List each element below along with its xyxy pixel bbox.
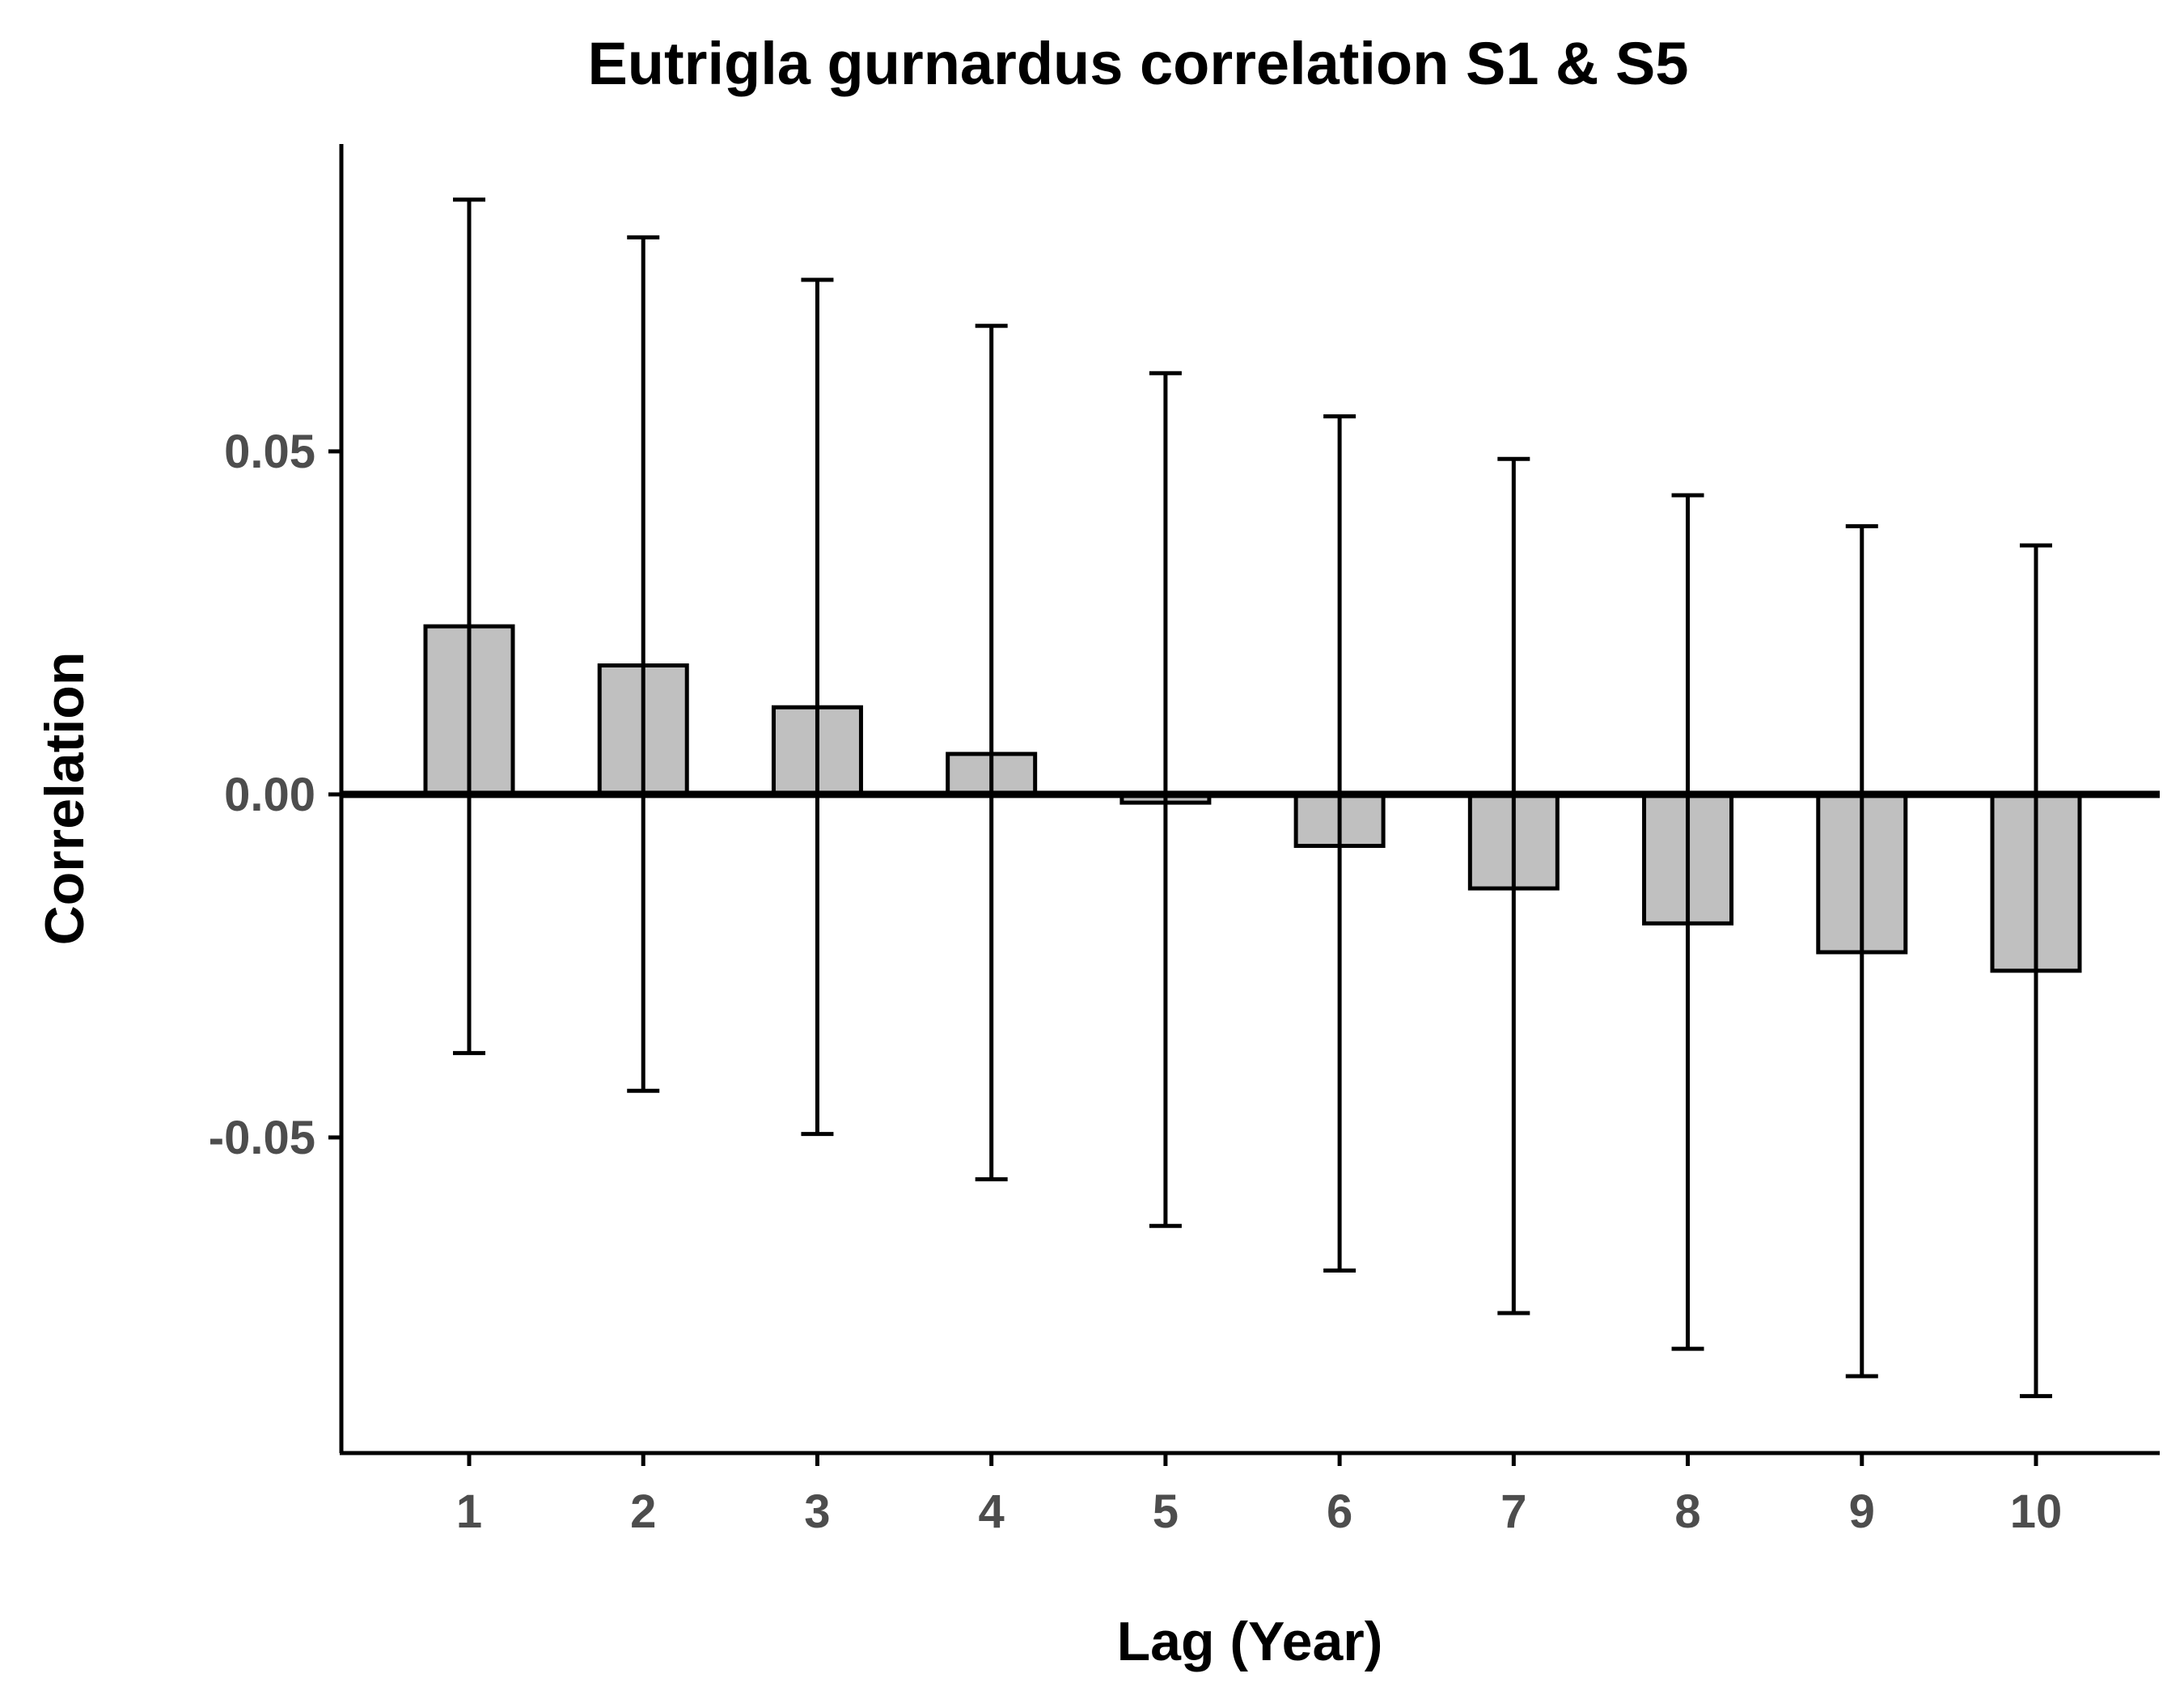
plot-area — [341, 197, 2160, 1399]
x-tick-label: 7 — [1500, 1485, 1526, 1538]
y-axis-ticks: -0.05 0.00 0.05 — [209, 426, 341, 1164]
error-bar-lag-7 — [1497, 456, 1530, 1316]
error-bar-lag-2 — [627, 235, 660, 1093]
x-tick-label: 6 — [1327, 1485, 1352, 1538]
error-bar-lag-3 — [801, 278, 834, 1137]
x-axis-title: Lag (Year) — [1117, 1611, 1383, 1672]
x-axis-ticks: 1 2 3 4 5 6 7 8 9 10 — [456, 1453, 2062, 1538]
y-axis-title: Correlation — [34, 652, 95, 946]
x-tick-label: 10 — [2010, 1485, 2063, 1538]
error-bar-lag-4 — [975, 324, 1008, 1182]
x-tick-label: 5 — [1153, 1485, 1179, 1538]
x-tick-label: 3 — [804, 1485, 830, 1538]
x-tick-label: 1 — [456, 1485, 482, 1538]
error-bar-lag-6 — [1323, 414, 1357, 1273]
error-bar-lag-5 — [1149, 371, 1182, 1228]
x-tick-label: 4 — [979, 1485, 1005, 1538]
error-bar-lag-8 — [1671, 493, 1704, 1351]
x-tick-label: 2 — [630, 1485, 656, 1538]
y-tick-label: 0.00 — [224, 769, 315, 821]
x-tick-label: 8 — [1674, 1485, 1700, 1538]
chart-title: Eutrigla gurnardus correlation S1 & S5 — [587, 30, 1688, 97]
error-bar-lag-9 — [1845, 523, 1878, 1379]
error-bar-lag-1 — [453, 197, 485, 1056]
x-tick-label: 9 — [1849, 1485, 1875, 1538]
error-bar-lag-10 — [2020, 543, 2052, 1399]
y-tick-label: -0.05 — [209, 1112, 315, 1164]
y-tick-label: 0.05 — [224, 426, 315, 478]
